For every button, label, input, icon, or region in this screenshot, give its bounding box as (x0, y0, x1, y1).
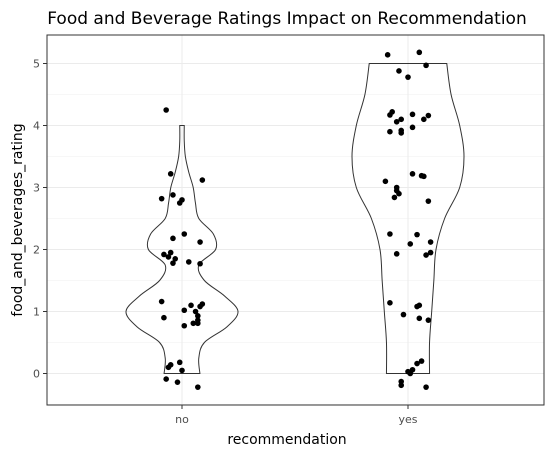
data-point-yes (421, 116, 427, 123)
data-point-yes (396, 190, 402, 197)
data-point-yes (421, 173, 427, 180)
data-point-yes (427, 239, 434, 245)
y-tick-label: 4 (33, 120, 40, 133)
data-point-no (163, 376, 169, 382)
plot-panel (46, 34, 545, 406)
data-point-no (190, 320, 197, 327)
data-point-no (197, 239, 203, 245)
y-tick-label: 3 (33, 182, 40, 195)
data-point-yes (423, 252, 429, 258)
violins (125, 63, 465, 374)
data-point-yes (382, 178, 389, 185)
data-point-yes (414, 303, 420, 310)
major-grid (47, 35, 544, 405)
violin-yes (351, 63, 465, 374)
x-tick-label-yes: yes (398, 413, 417, 426)
data-point-no (199, 177, 206, 183)
data-point-yes (414, 231, 420, 238)
data-point-yes (393, 251, 400, 257)
data-point-yes (416, 315, 423, 322)
y-tick-label: 5 (33, 58, 40, 71)
data-point-no (158, 195, 165, 202)
data-point-no (165, 364, 172, 371)
x-axis-title: recommendation (227, 432, 346, 448)
data-point-no (176, 200, 183, 206)
data-point-yes (423, 62, 429, 69)
data-point-yes (398, 116, 405, 123)
data-point-yes (387, 300, 393, 306)
data-point-yes (427, 249, 434, 256)
y-axis-title: food_and_beverages_rating (10, 123, 26, 316)
y-tick-label: 2 (33, 244, 40, 257)
data-point-yes (409, 124, 416, 131)
data-point-yes (418, 358, 425, 364)
data-point-yes (407, 370, 414, 377)
data-point-no (176, 359, 183, 366)
chart-title: Food and Beverage Ratings Impact on Reco… (47, 9, 527, 29)
data-point-yes (425, 317, 432, 323)
data-point-no (195, 320, 201, 327)
data-point-no (170, 235, 176, 242)
data-point-no (181, 322, 188, 329)
data-point-no (161, 251, 167, 258)
data-point-no (158, 298, 165, 305)
data-point-no (181, 307, 188, 314)
data-point-yes (405, 74, 411, 80)
data-point-no (163, 107, 169, 113)
data-point-yes (387, 231, 393, 237)
data-point-no (179, 367, 185, 374)
data-point-yes (409, 111, 416, 118)
data-point-yes (423, 384, 429, 390)
data-point-no (192, 308, 199, 315)
data-point-yes (391, 194, 398, 201)
x-axis: no yes (175, 405, 418, 426)
data-point-yes (407, 241, 414, 247)
data-point-yes (400, 311, 407, 318)
data-points (158, 49, 434, 390)
y-axis: 0 1 2 3 4 5 (33, 58, 47, 381)
data-point-yes (409, 171, 416, 177)
violin-no (125, 125, 239, 374)
data-point-no (170, 192, 176, 198)
data-point-yes (416, 49, 423, 56)
data-point-no (195, 384, 201, 390)
x-tick-label-no: no (175, 413, 189, 426)
data-point-no (197, 303, 203, 310)
data-point-no (181, 231, 188, 237)
data-point-yes (425, 198, 432, 204)
data-point-no (170, 260, 176, 266)
data-point-no (161, 314, 167, 321)
data-point-no (197, 260, 203, 267)
data-point-no (167, 249, 174, 256)
data-point-no (188, 302, 194, 309)
y-tick-label: 1 (33, 306, 40, 319)
panel-border (46, 34, 545, 406)
data-point-yes (387, 128, 393, 135)
data-point-yes (393, 118, 400, 125)
data-point-no (195, 313, 201, 319)
data-point-yes (384, 52, 391, 58)
data-point-no (185, 259, 192, 265)
data-point-yes (398, 382, 405, 389)
data-point-no (167, 171, 174, 177)
y-tick-label: 0 (33, 368, 40, 381)
data-point-no (172, 255, 179, 262)
data-point-no (174, 379, 181, 385)
data-point-yes (425, 112, 432, 119)
data-point-yes (414, 360, 420, 367)
panel-background (47, 35, 544, 405)
data-point-yes (387, 112, 393, 118)
data-point-no (165, 254, 172, 260)
data-point-yes (398, 130, 405, 136)
data-point-yes (396, 68, 402, 74)
